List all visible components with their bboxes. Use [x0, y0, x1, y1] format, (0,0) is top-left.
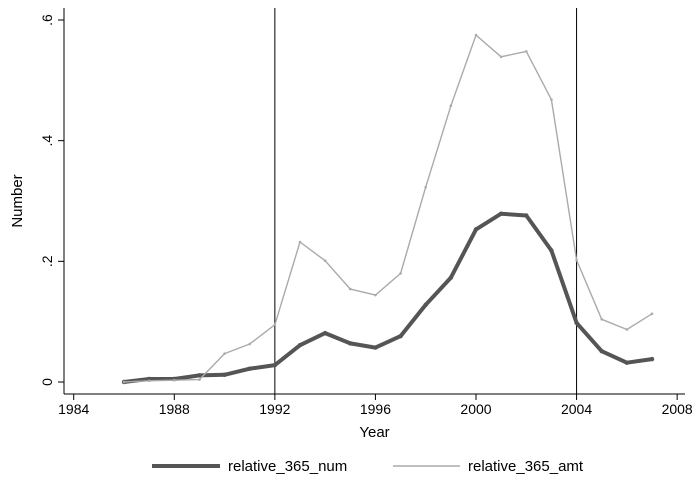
data-point-0-1996 — [373, 345, 378, 350]
series-line-0 — [122, 211, 654, 384]
plot-background — [64, 8, 685, 394]
data-point-1-1988 — [172, 378, 176, 382]
data-point-0-2002 — [524, 213, 529, 218]
data-point-0-1991 — [247, 366, 252, 371]
data-point-1-1996 — [374, 293, 377, 297]
data-point-1-2005 — [600, 317, 604, 321]
data-point-1-2007 — [650, 312, 654, 316]
data-point-1-1992 — [273, 323, 277, 326]
data-point-0-2006 — [624, 360, 630, 365]
data-point-1-1991 — [248, 342, 252, 346]
data-point-0-1993 — [297, 342, 303, 348]
data-point-0-2004 — [574, 320, 579, 326]
y-tick-label-0: 0 — [39, 378, 55, 386]
axes: 1984 1988 1992 1996 2000 2004 2008 0 .2 .4 .6 — [39, 8, 693, 417]
legend-label-relative-365-num: relative_365_num — [228, 458, 347, 475]
data-point-1-1986 — [122, 380, 126, 384]
y-tick-label-3: .6 — [39, 14, 55, 26]
data-point-1-1998 — [424, 185, 428, 189]
data-point-1-2000 — [474, 33, 478, 37]
data-point-0-2007 — [649, 356, 655, 362]
x-tick-label-1984: 1984 — [58, 401, 89, 417]
data-point-1-1994 — [323, 259, 327, 263]
y-axis-title: Number — [9, 174, 26, 227]
data-point-1-1990 — [223, 352, 226, 355]
x-axis-title: Year — [359, 424, 389, 441]
data-point-1-2001 — [499, 55, 503, 59]
x-tick-label-2004: 2004 — [561, 401, 592, 417]
data-point-1-1995 — [348, 287, 352, 291]
legend-label-relative-365-amt: relative_365_amt — [468, 458, 584, 475]
x-tick-label-1992: 1992 — [259, 401, 290, 417]
plot-area — [64, 8, 685, 394]
data-point-0-2000 — [473, 227, 479, 232]
data-point-0-2005 — [599, 349, 604, 354]
data-point-0-1997 — [398, 333, 403, 339]
x-tick-label-2000: 2000 — [460, 401, 491, 417]
data-point-1-1999 — [449, 104, 453, 107]
data-point-0-1998 — [423, 302, 428, 307]
data-point-0-2003 — [549, 248, 554, 253]
y-tick-label-1: .2 — [39, 255, 55, 267]
data-point-0-1990 — [222, 372, 227, 377]
legend: relative_365_num relative_365_amt — [152, 458, 584, 475]
data-point-0-1992 — [272, 362, 278, 368]
data-point-0-1995 — [348, 341, 353, 346]
data-point-1-2003 — [550, 98, 553, 101]
data-point-1-1993 — [298, 240, 302, 244]
data-point-0-1999 — [448, 275, 454, 280]
x-tick-label-2008: 2008 — [662, 401, 693, 417]
data-point-1-2002 — [524, 50, 528, 53]
data-point-1-1997 — [399, 272, 402, 275]
x-tick-label-1988: 1988 — [159, 401, 190, 417]
data-point-0-1994 — [322, 330, 328, 336]
data-point-1-2006 — [625, 328, 629, 331]
x-tick-label-1996: 1996 — [360, 401, 391, 417]
series-layer — [121, 33, 655, 385]
data-point-1-1989 — [198, 378, 201, 381]
data-point-1-1987 — [147, 379, 151, 383]
data-point-1-2004 — [575, 258, 578, 262]
series-line-1 — [123, 34, 653, 383]
y-tick-label-2: .4 — [39, 135, 55, 147]
data-point-0-2001 — [498, 211, 504, 216]
data-point-0-1989 — [197, 373, 202, 378]
